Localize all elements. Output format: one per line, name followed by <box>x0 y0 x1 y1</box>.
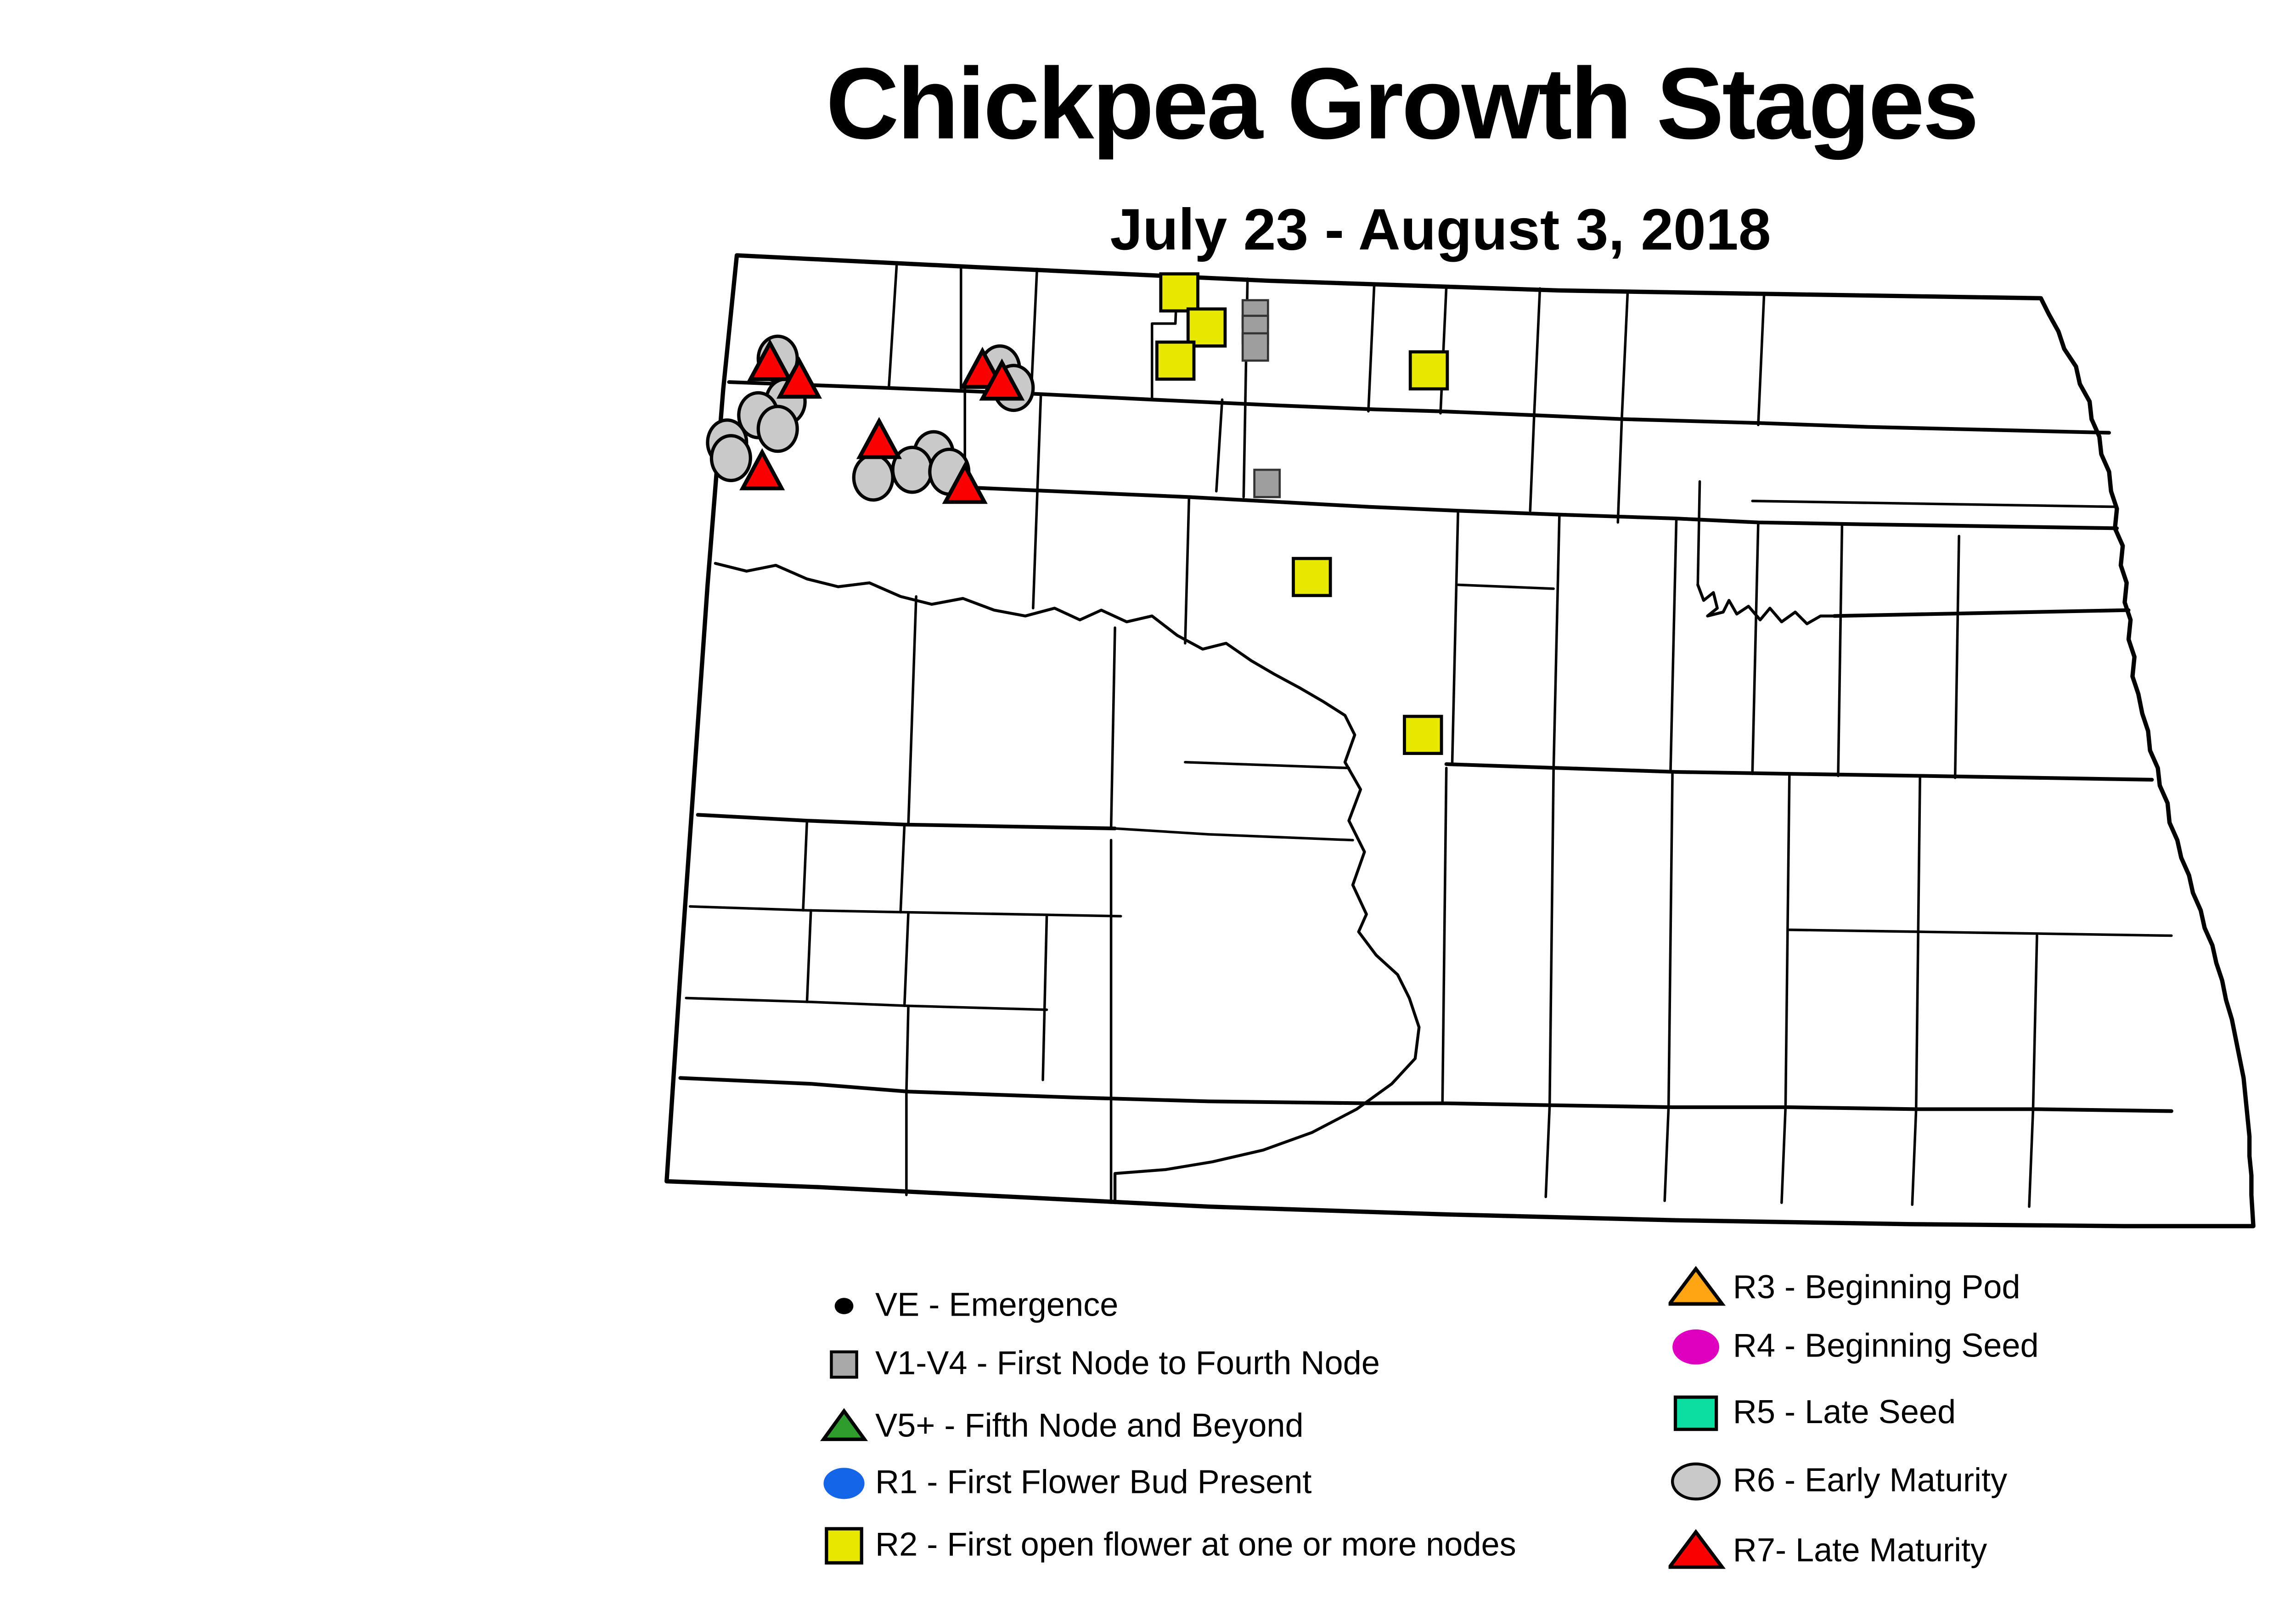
legend-item-r1: R1 - First Flower Bud Present <box>819 1458 1312 1509</box>
legend-label: VE - Emergence <box>875 1286 1119 1324</box>
marker-r6 <box>852 453 895 502</box>
legend-label: R5 - Late Seed <box>1733 1394 1956 1431</box>
marker-r2 <box>1186 307 1227 348</box>
legend-label: R2 - First open flower at one or more no… <box>875 1526 1516 1564</box>
page-subtitle: July 23 - August 3, 2018 <box>1110 198 1771 264</box>
marker-r7 <box>776 356 822 399</box>
legend-item-r6: R6 - Early Maturity <box>1669 1456 2008 1507</box>
r6-circle-icon <box>1671 1462 1721 1501</box>
marker-r2 <box>1292 557 1332 597</box>
marker-r6 <box>709 434 752 482</box>
marker-r7 <box>739 448 785 490</box>
r2-square-icon <box>825 1527 863 1565</box>
legend-item-ve: VE - Emergence <box>819 1281 1119 1331</box>
legend-label: R1 - First Flower Bud Present <box>875 1464 1312 1501</box>
v1v4-square-icon <box>830 1350 858 1379</box>
legend-item-r7: R7- Late Maturity <box>1668 1526 1987 1577</box>
marker-r2 <box>1159 272 1199 313</box>
legend-label: V5+ - Fifth Node and Beyond <box>875 1407 1304 1445</box>
legend-item-r5: R5 - Late Seed <box>1669 1388 1956 1438</box>
r5-square-icon <box>1673 1395 1718 1431</box>
marker-r6 <box>756 405 799 453</box>
legend-label: R4 - Beginning Seed <box>1733 1327 2039 1365</box>
legend-label: R7- Late Maturity <box>1733 1532 1987 1570</box>
legend-item-r4: R4 - Beginning Seed <box>1669 1322 2039 1372</box>
ve-dot-icon <box>834 1298 854 1314</box>
v5-triangle-icon <box>820 1408 868 1441</box>
marker-r7 <box>979 358 1025 401</box>
rivers <box>714 562 1836 1205</box>
legend-label: R3 - Beginning Pod <box>1733 1269 2020 1306</box>
legend-item-v5: V5+ - Fifth Node and Beyond <box>819 1402 1304 1452</box>
county-boundaries <box>678 264 2173 1208</box>
r7-triangle-icon <box>1668 1529 1726 1569</box>
r4-circle-icon <box>1672 1329 1720 1365</box>
marker-v1-v4 <box>1253 468 1281 498</box>
marker-r2 <box>1155 340 1196 381</box>
legend-item-v1v4: V1-V4 - First Node to Fourth Node <box>819 1339 1380 1390</box>
legend-item-r2: R2 - First open flower at one or more no… <box>819 1520 1516 1571</box>
page-title: Chickpea Growth Stages <box>826 49 1979 162</box>
missouri-river <box>714 562 1421 1205</box>
legend-label: V1-V4 - First Node to Fourth Node <box>875 1345 1380 1382</box>
growth-stage-markers <box>706 272 1449 755</box>
legend-label: R6 - Early Maturity <box>1733 1462 2008 1499</box>
devils-lake <box>1696 583 1836 625</box>
marker-r2 <box>1408 350 1449 391</box>
marker-r7 <box>747 339 793 381</box>
marker-r2 <box>1403 715 1443 755</box>
r3-triangle-icon <box>1668 1266 1726 1306</box>
r1-circle-icon <box>823 1468 865 1499</box>
marker-r7 <box>942 462 988 504</box>
marker-r7 <box>856 417 902 459</box>
marker-v1-v4 <box>1241 332 1269 362</box>
state-outline <box>664 253 2256 1228</box>
legend-item-r3: R3 - Beginning Pod <box>1668 1263 2020 1314</box>
